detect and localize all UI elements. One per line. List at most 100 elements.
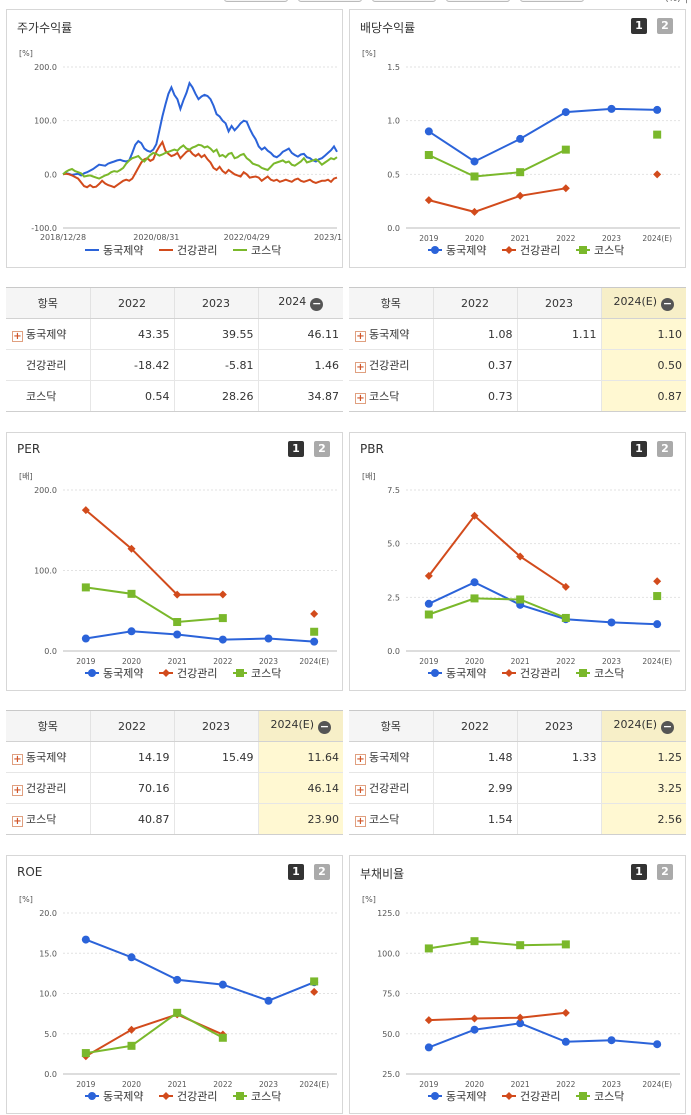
page-1-button[interactable]: 1 <box>288 864 304 880</box>
series-line <box>428 1011 566 1022</box>
chart-panel-stock-return: 주가수익률 [%] 200.0 100.0 0.0 -100.0 2018/12/28 20… <box>6 9 343 268</box>
roe-chart: [%] 20.0 15.0 10.0 5.0 0.0 2019 2020 2021 2022 202… <box>19 895 337 1103</box>
panel-title: ROE <box>17 865 43 879</box>
x-tick-label: 2023 <box>259 657 278 666</box>
legend-label: 코스닥 <box>251 244 281 257</box>
page-2-button[interactable]: 2 <box>657 864 673 880</box>
x-tick-label: 2022 <box>213 1080 232 1089</box>
cell: 39.55 <box>173 318 258 350</box>
page-2-button[interactable]: 2 <box>314 441 330 457</box>
cell-estimate: 1.10 <box>600 318 686 350</box>
cell: 46.11 <box>257 318 343 350</box>
legend-marker <box>431 669 439 677</box>
legend-label: 코스닥 <box>594 667 624 680</box>
table-row: + 코스닥 1.54 2.56 <box>349 803 686 835</box>
collapse-icon[interactable]: − <box>318 720 332 734</box>
data-point <box>127 1041 136 1050</box>
expand-icon[interactable]: + <box>355 754 366 765</box>
expand-icon[interactable]: + <box>12 754 23 765</box>
page-2-button[interactable]: 2 <box>657 18 673 34</box>
panel-title: 주가수익률 <box>17 21 73 35</box>
expand-icon[interactable]: + <box>12 816 23 827</box>
data-point <box>470 157 479 166</box>
page-1-button[interactable]: 1 <box>288 441 304 457</box>
data-point <box>653 620 662 629</box>
cell <box>173 803 258 835</box>
expand-icon[interactable]: + <box>355 785 366 796</box>
data-point <box>127 1025 136 1034</box>
expand-icon[interactable]: + <box>355 393 366 404</box>
series-line <box>428 514 567 588</box>
legend-label: 코스닥 <box>594 244 624 257</box>
series-line <box>85 630 315 643</box>
chart-panel-roe: ROE 1 2 [%] 20.0 15.0 10.0 5.0 0.0 2019 2020 202… <box>6 855 343 1114</box>
data-point <box>516 168 525 177</box>
header-item: 항목 <box>349 710 433 742</box>
chart-panel-pbr: PBR 1 2 [배] 7.5 5.0 2.5 0.0 2019 2020 2021 2022 2… <box>349 432 686 691</box>
page-1-button[interactable]: 1 <box>631 441 647 457</box>
cell: 1.46 <box>257 349 343 381</box>
series-line <box>85 1011 224 1055</box>
data-point <box>218 980 227 989</box>
y-tick-label: 50.0 <box>382 1030 400 1039</box>
data-point <box>424 1016 433 1025</box>
expand-icon[interactable]: + <box>355 331 366 342</box>
legend-marker <box>505 1092 513 1100</box>
series-line <box>85 586 223 624</box>
collapse-icon[interactable]: − <box>661 297 675 311</box>
x-tick-label: 2019 <box>419 657 438 666</box>
data-point <box>81 1049 90 1058</box>
top-button-3[interactable] <box>372 0 436 2</box>
data-point <box>607 104 616 113</box>
data-point <box>561 613 570 622</box>
cell: 15.49 <box>173 741 258 773</box>
y-tick-label: 125.0 <box>377 909 400 918</box>
data-point <box>470 1014 479 1023</box>
x-tick-label: 2020/08/31 <box>133 233 179 242</box>
y-unit-label: [%] <box>19 49 33 58</box>
cell-estimate: 46.14 <box>257 772 343 804</box>
legend-marker <box>236 669 244 677</box>
data-point <box>218 635 227 644</box>
collapse-icon[interactable]: − <box>661 720 675 734</box>
top-button-4[interactable] <box>446 0 510 2</box>
expand-icon[interactable]: + <box>12 785 23 796</box>
collapse-icon[interactable]: − <box>310 297 324 311</box>
y-tick-label: 1.0 <box>387 117 400 126</box>
page-2-button[interactable]: 2 <box>657 441 673 457</box>
expand-icon[interactable]: + <box>355 362 366 373</box>
legend-label: 건강관리 <box>177 244 217 257</box>
y-unit-label: [%] <box>362 895 376 904</box>
data-point <box>607 618 616 627</box>
top-button-5[interactable] <box>520 0 584 2</box>
x-tick-label: 2022 <box>556 1080 575 1089</box>
expand-icon[interactable]: + <box>355 816 366 827</box>
cell: 1.33 <box>516 741 601 773</box>
data-point <box>516 1013 525 1022</box>
cell: 0.54 <box>89 380 174 412</box>
series-line <box>85 938 315 1002</box>
top-button-1[interactable] <box>224 0 288 2</box>
page-2-button[interactable]: 2 <box>314 864 330 880</box>
row-label-text: 코스닥 <box>26 390 57 403</box>
header-2022: 2022 <box>432 287 517 319</box>
top-button-2[interactable] <box>298 0 362 2</box>
panel-title: 배당수익률 <box>360 21 416 35</box>
row-label: + 코스닥 <box>349 803 433 835</box>
legend-label: 건강관리 <box>177 667 217 680</box>
expand-icon[interactable]: + <box>12 331 23 342</box>
row-label: + 코스닥 <box>349 380 433 412</box>
x-tick-label: 2022 <box>556 657 575 666</box>
header-2024: 2024− <box>257 287 343 319</box>
row-label: + 건강관리 <box>349 772 433 804</box>
stock-return-table: 항목 2022 2023 2024− + 동국제약 43.35 39.55 46.… <box>6 287 343 412</box>
estimate-point <box>653 130 662 139</box>
page-1-button[interactable]: 1 <box>631 18 647 34</box>
legend-marker <box>505 669 513 677</box>
y-tick-label: 15.0 <box>39 949 57 958</box>
estimate-point <box>653 592 662 601</box>
row-label: + 건강관리 <box>6 772 90 804</box>
page-1-button[interactable]: 1 <box>631 864 647 880</box>
table-row: + 동국제약 1.08 1.11 1.10 <box>349 318 686 350</box>
header-2024e: 2024(E) − <box>257 710 343 742</box>
